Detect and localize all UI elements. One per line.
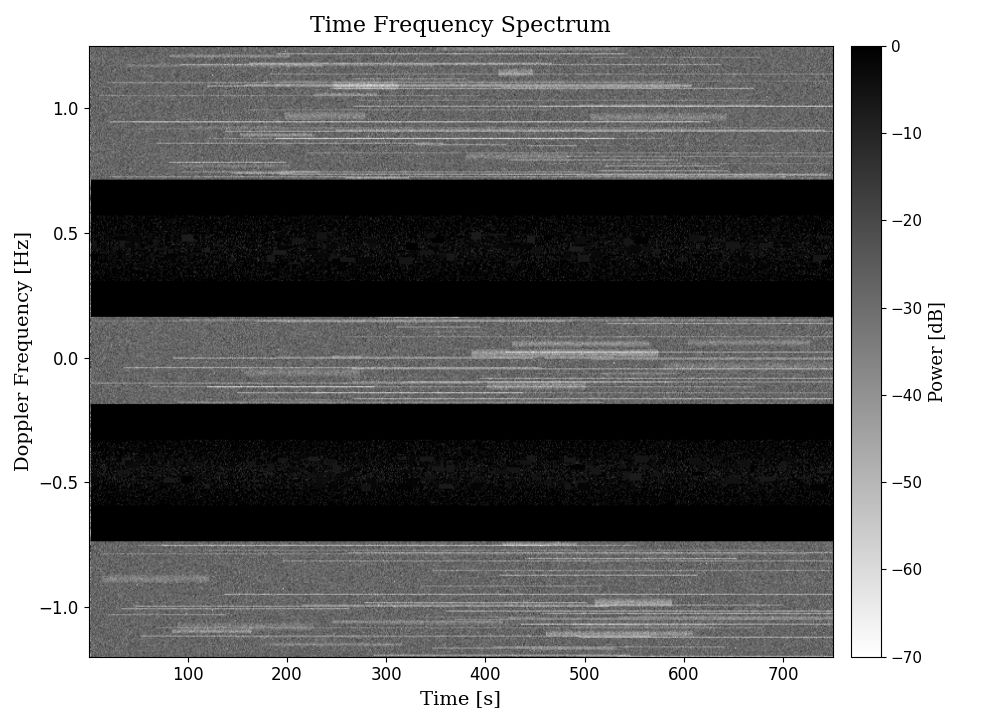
X-axis label: Time [s]: Time [s] [420,690,501,708]
Title: Time Frequency Spectrum: Time Frequency Spectrum [310,15,611,37]
Y-axis label: Power [dB]: Power [dB] [928,301,946,402]
Y-axis label: Doppler Frequency [Hz]: Doppler Frequency [Hz] [15,231,33,471]
